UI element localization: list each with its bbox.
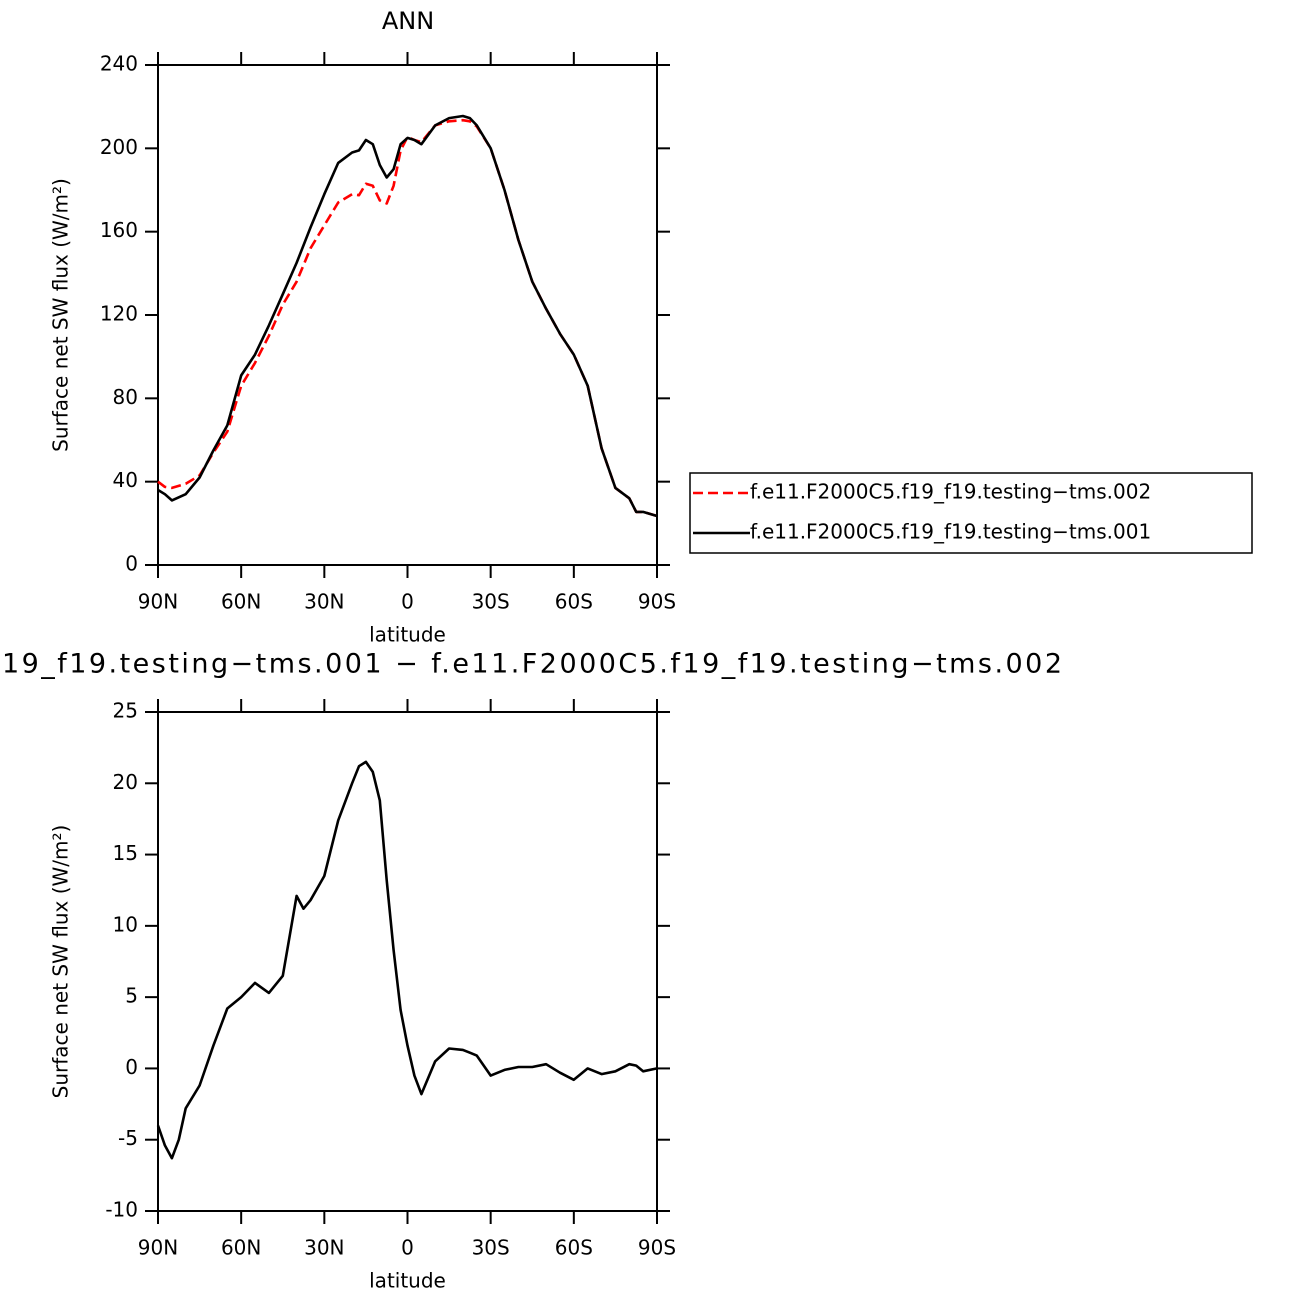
y-tick-label: 5 [125,984,138,1008]
y-tick-label: 200 [100,135,138,159]
y-tick-label: 160 [100,218,138,242]
legend-label: f.e11.F2000C5.f19_f19.testing−tms.002 [750,480,1151,504]
plot-frame [157,711,658,1212]
plot-frame [157,64,658,566]
y-tick-label: 20 [113,770,138,794]
line-series [157,118,658,518]
x-tick-label: 30N [304,1236,344,1260]
y-tick-label: 0 [125,1055,138,1079]
x-tick-label: 0 [401,1236,414,1260]
y-tick-label: 10 [113,912,138,936]
y-axis-label: Surface net SW flux (W/m²) [49,178,73,452]
legend-box [689,472,1253,554]
x-tick-label: 60S [555,590,593,614]
y-tick-label: 120 [100,302,138,326]
y-tick-label: 25 [113,699,138,723]
x-tick-label: 30S [472,590,510,614]
y-tick-label: -5 [118,1126,138,1150]
y-axis-label: Surface net SW flux (W/m²) [49,825,73,1099]
y-tick-label: 240 [100,52,138,76]
line-series [156,760,658,1160]
x-tick-label: 90N [138,590,178,614]
x-tick-label: 30N [304,590,344,614]
y-tick-label: 80 [113,385,138,409]
x-tick-label: 60N [221,1236,261,1260]
y-tick-label: 15 [113,841,138,865]
x-tick-label: 90S [638,1236,676,1260]
x-tick-label: 0 [401,590,414,614]
x-axis-label: latitude [369,1269,446,1293]
x-tick-label: 30S [472,1236,510,1260]
y-tick-label: 40 [113,468,138,492]
chart-title: ANN [382,7,434,35]
legend-label: f.e11.F2000C5.f19_f19.testing−tms.001 [750,520,1151,544]
x-tick-label: 60N [221,590,261,614]
x-axis-label: latitude [369,623,446,647]
x-tick-label: 90S [638,590,676,614]
chart-title: 19_f19.testing−tms.001 − f.e11.F2000C5.f… [2,649,1062,680]
x-tick-label: 60S [555,1236,593,1260]
x-tick-label: 90N [138,1236,178,1260]
y-tick-label: 0 [125,552,138,576]
line-series [157,114,658,518]
y-tick-label: -10 [105,1198,138,1222]
